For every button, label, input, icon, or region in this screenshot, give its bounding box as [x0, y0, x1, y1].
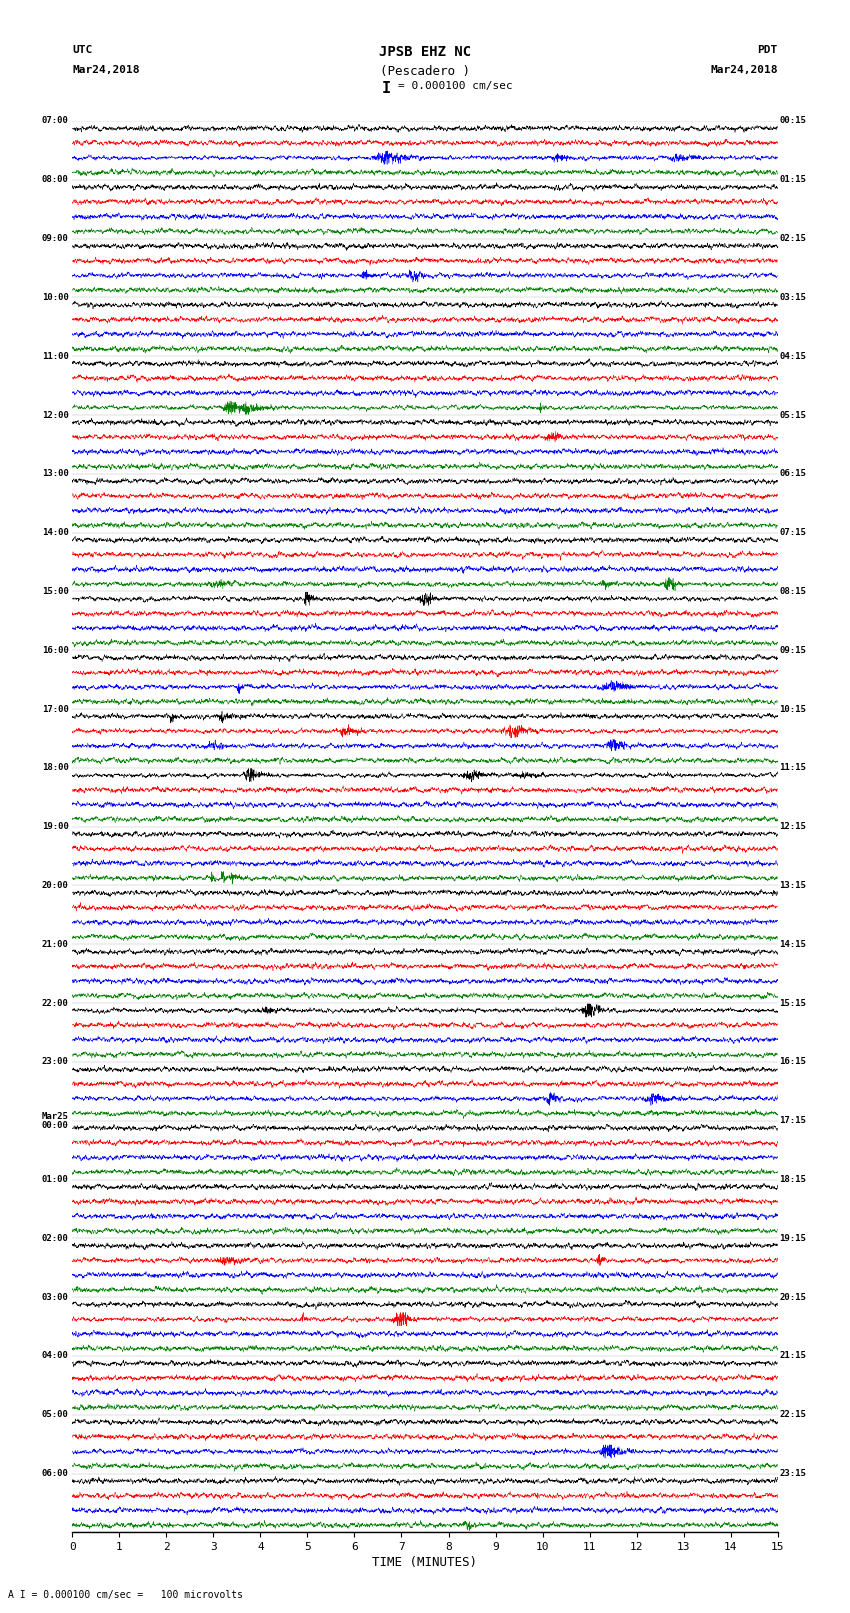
- Text: 11:15: 11:15: [779, 763, 806, 773]
- Text: 22:00: 22:00: [42, 998, 69, 1008]
- Text: 06:00: 06:00: [42, 1469, 69, 1478]
- Text: 23:00: 23:00: [42, 1058, 69, 1066]
- Text: 20:00: 20:00: [42, 881, 69, 890]
- Text: 14:15: 14:15: [779, 940, 806, 948]
- Text: 12:15: 12:15: [779, 823, 806, 831]
- Text: 10:00: 10:00: [42, 294, 69, 302]
- Text: 18:15: 18:15: [779, 1174, 806, 1184]
- Text: 19:15: 19:15: [779, 1234, 806, 1242]
- Text: 05:15: 05:15: [779, 411, 806, 419]
- Text: 10:15: 10:15: [779, 705, 806, 713]
- Text: 18:00: 18:00: [42, 763, 69, 773]
- Text: Mar24,2018: Mar24,2018: [72, 65, 139, 74]
- Text: PDT: PDT: [757, 45, 778, 55]
- Text: UTC: UTC: [72, 45, 93, 55]
- Text: 20:15: 20:15: [779, 1292, 806, 1302]
- Text: 15:00: 15:00: [42, 587, 69, 595]
- Text: 11:00: 11:00: [42, 352, 69, 361]
- Text: 07:00: 07:00: [42, 116, 69, 126]
- Text: 02:00: 02:00: [42, 1234, 69, 1242]
- Text: 07:15: 07:15: [779, 527, 806, 537]
- Text: 14:00: 14:00: [42, 527, 69, 537]
- Text: 23:15: 23:15: [779, 1469, 806, 1478]
- Text: 17:15: 17:15: [779, 1116, 806, 1126]
- Text: 08:15: 08:15: [779, 587, 806, 595]
- Text: = 0.000100 cm/sec: = 0.000100 cm/sec: [398, 81, 513, 90]
- Text: I: I: [382, 81, 391, 95]
- Text: 19:00: 19:00: [42, 823, 69, 831]
- Text: 04:00: 04:00: [42, 1352, 69, 1360]
- X-axis label: TIME (MINUTES): TIME (MINUTES): [372, 1557, 478, 1569]
- Text: 03:00: 03:00: [42, 1292, 69, 1302]
- Text: 05:00: 05:00: [42, 1410, 69, 1419]
- Text: 09:15: 09:15: [779, 645, 806, 655]
- Text: 13:15: 13:15: [779, 881, 806, 890]
- Text: 06:15: 06:15: [779, 469, 806, 479]
- Text: 21:15: 21:15: [779, 1352, 806, 1360]
- Text: 03:15: 03:15: [779, 294, 806, 302]
- Text: 02:15: 02:15: [779, 234, 806, 244]
- Text: JPSB EHZ NC: JPSB EHZ NC: [379, 45, 471, 60]
- Text: Mar24,2018: Mar24,2018: [711, 65, 778, 74]
- Text: 17:00: 17:00: [42, 705, 69, 713]
- Text: 01:15: 01:15: [779, 176, 806, 184]
- Text: A I = 0.000100 cm/sec =   100 microvolts: A I = 0.000100 cm/sec = 100 microvolts: [8, 1590, 243, 1600]
- Text: 22:15: 22:15: [779, 1410, 806, 1419]
- Text: 16:00: 16:00: [42, 645, 69, 655]
- Text: Mar25: Mar25: [42, 1111, 69, 1121]
- Text: 00:00: 00:00: [42, 1121, 69, 1129]
- Text: 08:00: 08:00: [42, 176, 69, 184]
- Text: 01:00: 01:00: [42, 1174, 69, 1184]
- Text: 09:00: 09:00: [42, 234, 69, 244]
- Text: 15:15: 15:15: [779, 998, 806, 1008]
- Text: 13:00: 13:00: [42, 469, 69, 479]
- Text: (Pescadero ): (Pescadero ): [380, 65, 470, 77]
- Text: 00:15: 00:15: [779, 116, 806, 126]
- Text: 04:15: 04:15: [779, 352, 806, 361]
- Text: 12:00: 12:00: [42, 411, 69, 419]
- Text: 16:15: 16:15: [779, 1058, 806, 1066]
- Text: 21:00: 21:00: [42, 940, 69, 948]
